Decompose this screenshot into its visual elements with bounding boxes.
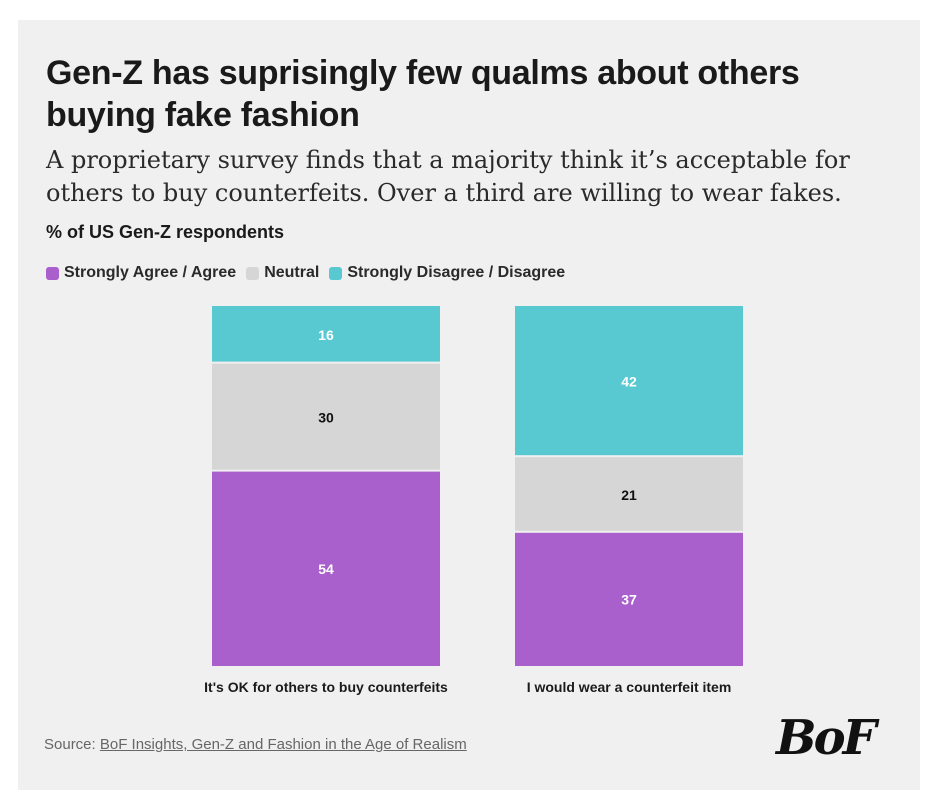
chart-subtitle: A proprietary survey finds that a majori… (46, 146, 850, 207)
source-prefix: Source: (44, 736, 100, 753)
category-label: It's OK for others to buy counterfeits (204, 679, 448, 695)
bar-value-label: 30 (318, 410, 334, 426)
source-link[interactable]: BoF Insights, Gen-Z and Fashion in the A… (99, 736, 467, 753)
legend-label-agree: Strongly Agree / Agree (64, 264, 237, 281)
bar-value-label: 54 (318, 561, 334, 577)
legend-swatch-neutral (246, 266, 260, 280)
category-label: I would wear a counterfeit item (527, 679, 732, 695)
bar-value-label: 21 (621, 487, 637, 503)
bar-value-label: 42 (621, 374, 637, 390)
chart-card: Gen-Z has suprisingly few qualms about o… (18, 20, 920, 790)
bof-logo: BoF (776, 710, 877, 766)
legend-label-disagree: Strongly Disagree / Disagree (347, 264, 566, 281)
legend-item-agree: Strongly Agree / Agree (46, 264, 236, 282)
legend: Strongly Agree / Agree Neutral Strongly … (46, 264, 575, 282)
bar-segment-1-strongly-agree-agree (212, 471, 440, 666)
unit-label: % of US Gen-Z respondents (46, 222, 285, 242)
bar-segment-2-strongly-disagree-disagree (515, 306, 743, 456)
bar-segment-1-neutral (212, 363, 440, 470)
source-note: Source: BoF Insights, Gen-Z and Fashion … (44, 736, 467, 753)
legend-label-neutral: Neutral (264, 264, 320, 281)
stacked-bar-chart: 54 30 16 It's OK for others to buy counterf… (204, 306, 743, 695)
legend-item-neutral: Neutral (246, 264, 319, 282)
legend-swatch-agree (46, 266, 59, 280)
bar-segment-1-strongly-disagree-disagree (212, 306, 440, 362)
legend-swatch-disagree (329, 266, 343, 280)
bar-value-label: 16 (318, 327, 334, 343)
chart-title: Gen-Z has suprisingly few qualms about o… (46, 54, 800, 134)
bar-value-label: 37 (621, 591, 637, 607)
legend-item-disagree: Strongly Disagree / Disagree (329, 264, 565, 282)
bar-segment-2-strongly-agree-agree (515, 532, 743, 666)
bar-segment-2-neutral (515, 457, 743, 531)
